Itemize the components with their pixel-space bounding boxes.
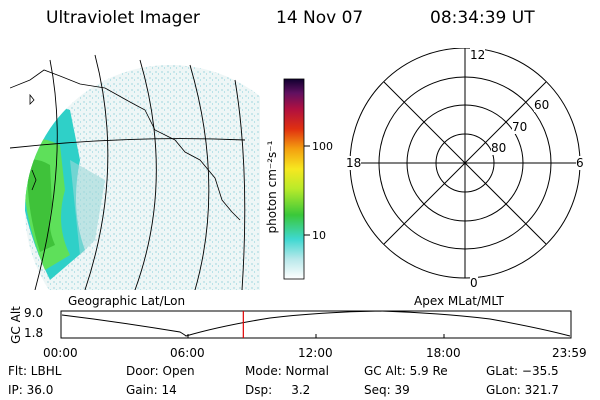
status-gain: Gain: 14 <box>126 383 177 397</box>
uv-disk <box>25 65 260 290</box>
mlt-label-12: 12 <box>470 48 486 62</box>
mlt-label-0: 0 <box>470 276 478 290</box>
time-tick-0600: 06:00 <box>170 346 205 360</box>
status-seq: Seq: 39 <box>364 383 410 397</box>
status-glon: GLon: 321.7 <box>486 383 559 397</box>
time-label: 08:34:39 UT <box>430 8 535 28</box>
status-mode: Mode: Normal <box>245 364 329 378</box>
mlat-label-80: 80 <box>491 141 507 155</box>
instrument-title: Ultraviolet Imager <box>46 8 200 28</box>
altitude-plot <box>60 310 572 339</box>
colorbar-tick-100: 100 <box>312 140 333 153</box>
mlt-label-18: 18 <box>346 156 362 170</box>
color-scale-bar <box>283 78 310 280</box>
altitude-curve <box>61 310 571 337</box>
left-panel-caption: Geographic Lat/Lon <box>68 294 186 308</box>
time-tick-2359: 23:59 <box>552 346 587 360</box>
mlat-label-70: 70 <box>512 120 528 134</box>
colorbar-tick-10: 10 <box>312 229 326 242</box>
mlat-label-60: 60 <box>534 98 550 112</box>
status-filter: Flt: LBHL <box>8 364 62 378</box>
time-tick-1200: 12:00 <box>298 346 333 360</box>
right-panel-caption: Apex MLat/MLT <box>414 294 504 308</box>
status-glat: GLat: −35.5 <box>486 364 559 378</box>
altitude-axis-label: GC Alt <box>9 306 23 344</box>
status-door: Door: Open <box>126 364 195 378</box>
status-gc-altitude: GC Alt: 5.9 Re <box>364 364 448 378</box>
lon-grid <box>34 54 246 290</box>
colorbar-unit-label: photon cm⁻²s⁻¹ <box>265 140 279 234</box>
altitude-ytick-high: 9.0 <box>24 306 44 320</box>
time-tick-0000: 00:00 <box>43 346 78 360</box>
date-label: 14 Nov 07 <box>276 8 364 28</box>
altitude-ytick-low: 1.8 <box>24 326 44 340</box>
status-dsp: Dsp: 3.2 <box>245 383 311 397</box>
status-ip: IP: 36.0 <box>8 383 54 397</box>
geographic-map <box>10 54 260 290</box>
time-tick-1800: 18:00 <box>426 346 461 360</box>
mlt-label-6: 6 <box>576 156 584 170</box>
polar-plot <box>349 48 581 279</box>
